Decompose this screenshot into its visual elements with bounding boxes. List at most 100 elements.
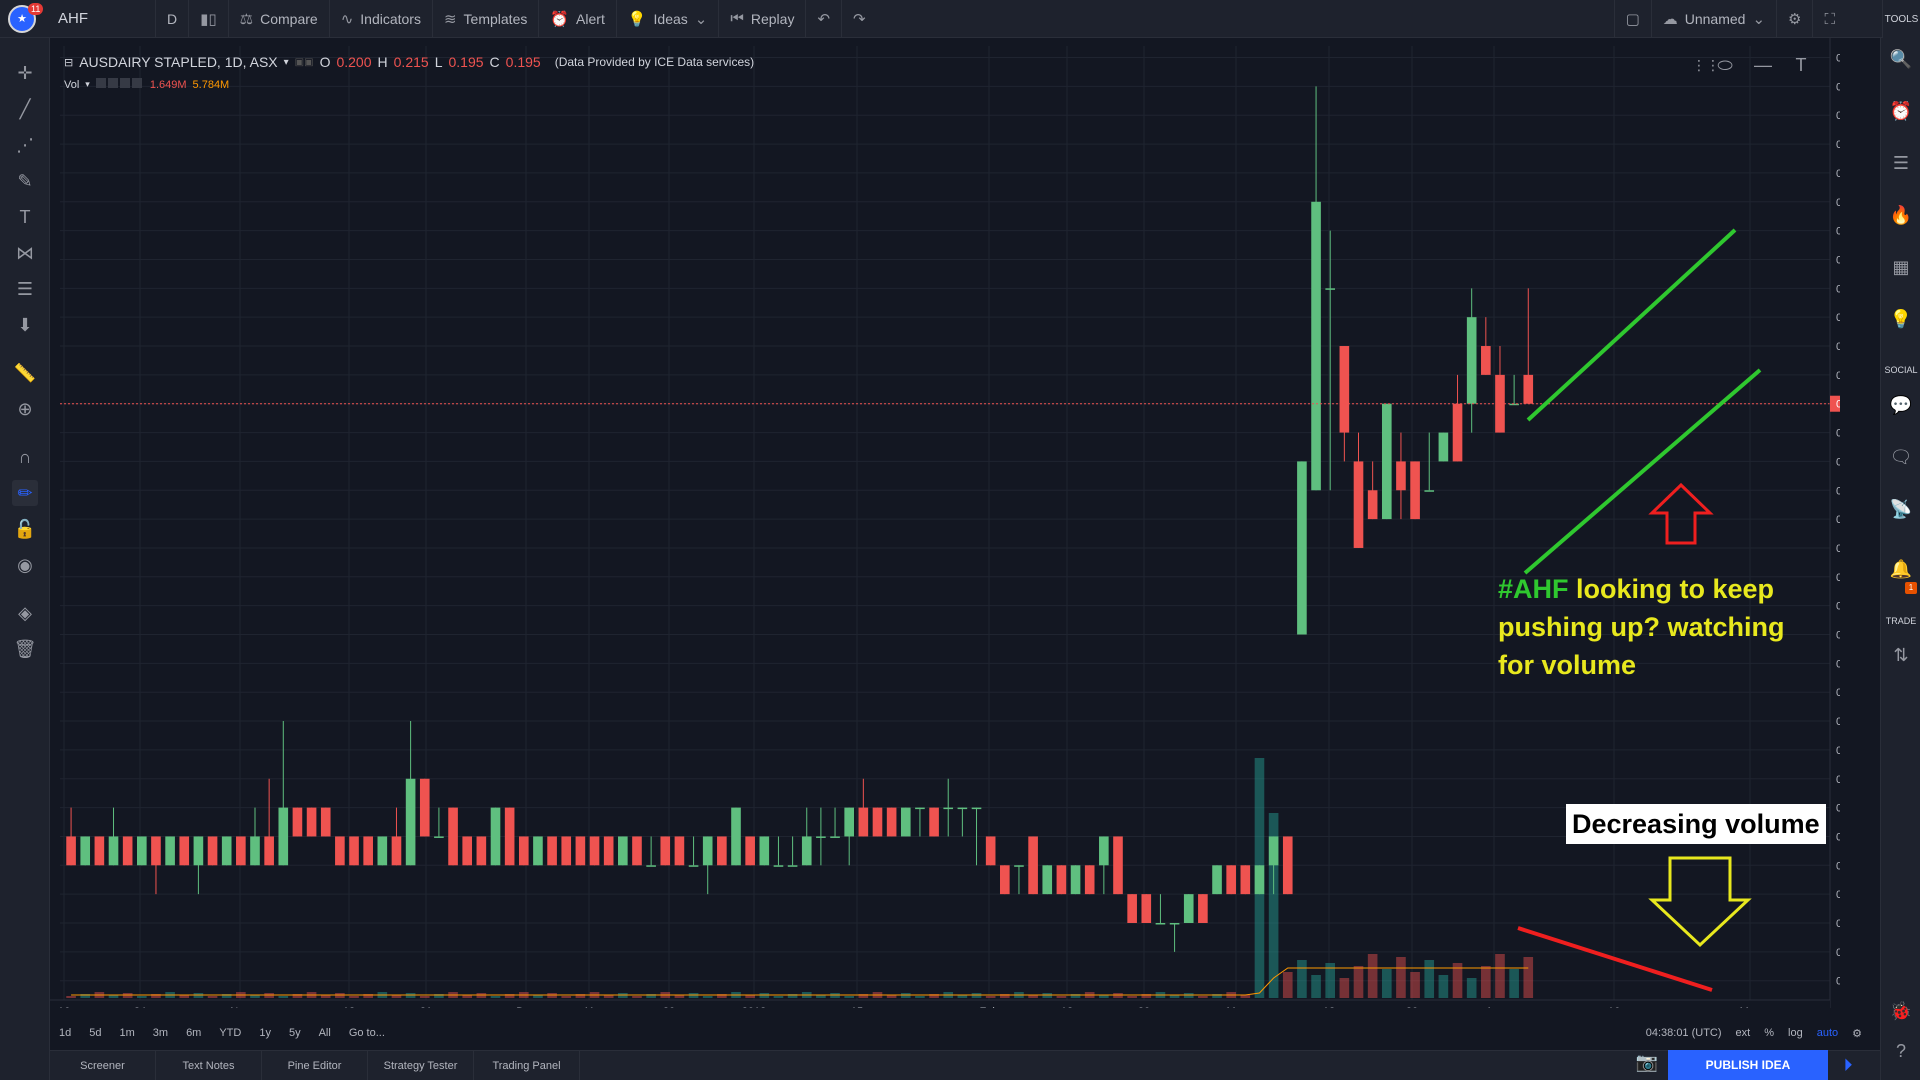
compare-button[interactable]: ⚖ Compare	[229, 0, 330, 38]
period-6[interactable]: 1y	[259, 1027, 271, 1039]
series-title[interactable]: AUSDAIRY STAPLED, 1D, ASX	[79, 54, 278, 70]
layers-icon[interactable]: ◈	[18, 602, 32, 623]
bottom-tab-1[interactable]: Text Notes	[156, 1050, 262, 1080]
calendar-icon[interactable]: ▦	[1892, 256, 1910, 277]
price-axis[interactable]: 0.255 0.250 0.245 0.240 0.235 0.230 0.225 0.220…	[1829, 38, 1840, 1008]
volume-title[interactable]: Vol	[64, 78, 80, 91]
prediction-icon[interactable]: ☰	[16, 278, 34, 299]
price-tick-label: 0.180	[1836, 485, 1840, 497]
undo-button[interactable]: ↶	[806, 0, 843, 38]
candle-body	[1509, 403, 1519, 406]
layout-button[interactable]: ☁ Unnamed ⌄	[1652, 0, 1778, 38]
chevron-down-icon[interactable]: ▾	[283, 56, 289, 68]
top-toolbar: ★ 11 AHF D ▮▯ ⚖ Compare ∿ Indicators ≋ Temp…	[0, 0, 1920, 38]
replay-button[interactable]: ⏮ Replay	[719, 0, 807, 38]
price-chart[interactable]: 0.255 0.250 0.245 0.240 0.235 0.230 0.225 0.220…	[50, 38, 1840, 1008]
gear-icon[interactable]: ⚙	[1852, 1027, 1862, 1040]
notifications-icon[interactable]: 🔔	[1889, 558, 1913, 579]
eye-icon[interactable]: ◉	[17, 554, 33, 575]
watchlist-icon[interactable]: 🔍	[1889, 48, 1913, 69]
volume-bar	[151, 994, 161, 998]
ideas-button[interactable]: 💡 Ideas ⌄	[617, 0, 720, 38]
period-0[interactable]: 1d	[59, 1027, 72, 1039]
period-8[interactable]: All	[318, 1027, 331, 1039]
symbol-search[interactable]: AHF	[44, 0, 156, 38]
indicators-button[interactable]: ∿ Indicators	[330, 0, 433, 38]
bug-icon[interactable]: 🐞	[1889, 1000, 1913, 1021]
auto-toggle[interactable]: auto	[1816, 1027, 1839, 1039]
maximize-button[interactable]: ⛶	[1813, 0, 1846, 38]
crosshair-icon[interactable]: ✛	[17, 62, 33, 83]
horizontal-line-icon[interactable]: —	[1754, 54, 1772, 75]
candle-body	[900, 807, 911, 837]
percent-toggle[interactable]: %	[1764, 1027, 1775, 1039]
legend-buttons-icon[interactable]: ▣▣	[294, 56, 314, 68]
bottom-tab-2[interactable]: Pine Editor	[262, 1050, 368, 1080]
high-label: H	[377, 54, 388, 70]
zoom-icon[interactable]: ⊕	[17, 398, 33, 419]
order-panel-icon[interactable]: ⇅	[1893, 644, 1909, 665]
ext-toggle[interactable]: ext	[1735, 1027, 1751, 1039]
templates-button[interactable]: ≋ Templates	[433, 0, 540, 38]
candle-body	[1481, 346, 1491, 375]
period-4[interactable]: 6m	[186, 1027, 202, 1039]
alert-button[interactable]: ⏰ Alert	[539, 0, 617, 38]
fullscreen-select-button[interactable]: ▢	[1613, 0, 1652, 38]
period-9[interactable]: Go to...	[348, 1027, 385, 1039]
ellipse-icon[interactable]: ⬭	[1717, 54, 1733, 75]
log-toggle[interactable]: log	[1788, 1027, 1803, 1039]
settings-button[interactable]: ⚙	[1777, 0, 1814, 38]
brush-icon[interactable]: ✎	[17, 170, 33, 191]
chevron-down-icon[interactable]: ▾	[85, 79, 90, 89]
ruler-icon[interactable]: 📏	[13, 362, 37, 383]
text-tool-icon[interactable]: T	[1795, 54, 1807, 75]
pitchfork-icon[interactable]: ⋰	[16, 134, 34, 155]
ideas-stream-icon[interactable]: 💡	[1889, 308, 1913, 329]
volume-bar	[349, 996, 359, 998]
redo-button[interactable]: ↷	[842, 0, 877, 38]
bottom-tab-4[interactable]: Trading Panel	[474, 1050, 580, 1080]
trash-icon[interactable]: 🗑	[13, 638, 37, 659]
volume-bar	[1000, 994, 1010, 998]
period-5[interactable]: YTD	[219, 1027, 242, 1039]
arrow-down-icon[interactable]: ⬇	[17, 314, 33, 335]
clock-time[interactable]: 04:38:01 (UTC)	[1645, 1027, 1722, 1039]
candle-body	[448, 807, 458, 866]
pattern-icon[interactable]: ⋈	[16, 242, 34, 263]
play-circle-icon[interactable]: ⏵	[1843, 1054, 1853, 1075]
square-icon: ▢	[1625, 11, 1640, 28]
time-axis[interactable]: 16 24 Nov 13 21 Dec 11 20 2018 15 Feb 12 20 Mar 12 20 Ap…	[50, 999, 1830, 1008]
chart-style-button[interactable]: ▮▯	[189, 0, 229, 38]
lock-icon[interactable]: 🔓	[13, 518, 37, 539]
magnet-icon[interactable]: ∩	[18, 446, 32, 467]
drag-handle-icon[interactable]: ⋮⋮	[1692, 56, 1720, 73]
candle-body	[278, 807, 289, 866]
period-7[interactable]: 5y	[288, 1027, 301, 1039]
tools-tab[interactable]: TOOLS	[1882, 0, 1920, 38]
period-3[interactable]: 3m	[152, 1027, 169, 1039]
stay-in-drawing-icon[interactable]: ✏	[12, 480, 38, 506]
user-menu[interactable]: ★ 11	[0, 0, 44, 38]
private-chat-icon[interactable]: 🗨	[1889, 446, 1913, 467]
hotlist-icon[interactable]: 🔥	[1889, 204, 1913, 225]
date-range-bar: 1d 5d 1m 3m 6m YTD 1y 5y All Go to...	[50, 1022, 394, 1044]
news-icon[interactable]: ☰	[1892, 152, 1910, 173]
help-icon[interactable]: ?	[1895, 1040, 1906, 1061]
text-tool-icon[interactable]: T	[19, 206, 31, 227]
period-1[interactable]: 5d	[89, 1027, 102, 1039]
candle-body	[1325, 288, 1336, 290]
bottom-tab-0[interactable]: Screener	[50, 1050, 156, 1080]
camera-icon[interactable]: 📷	[1635, 1052, 1658, 1072]
streams-icon[interactable]: 📡	[1889, 498, 1913, 519]
volume-bar	[929, 994, 939, 998]
publish-idea-button[interactable]: PUBLISH IDEA	[1668, 1050, 1828, 1080]
legend-buttons-icon[interactable]	[95, 78, 144, 91]
collapse-icon[interactable]: ⊟	[64, 56, 74, 69]
time-tick-label: May	[1740, 1006, 1761, 1008]
interval-button[interactable]: D	[156, 0, 190, 38]
trend-line-icon[interactable]: ╱	[19, 98, 31, 119]
alarm-clock-icon[interactable]: ⏰	[1889, 100, 1913, 121]
bottom-tab-3[interactable]: Strategy Tester	[368, 1050, 474, 1080]
chat-icon[interactable]: 💬	[1889, 394, 1913, 415]
period-2[interactable]: 1m	[119, 1027, 135, 1039]
